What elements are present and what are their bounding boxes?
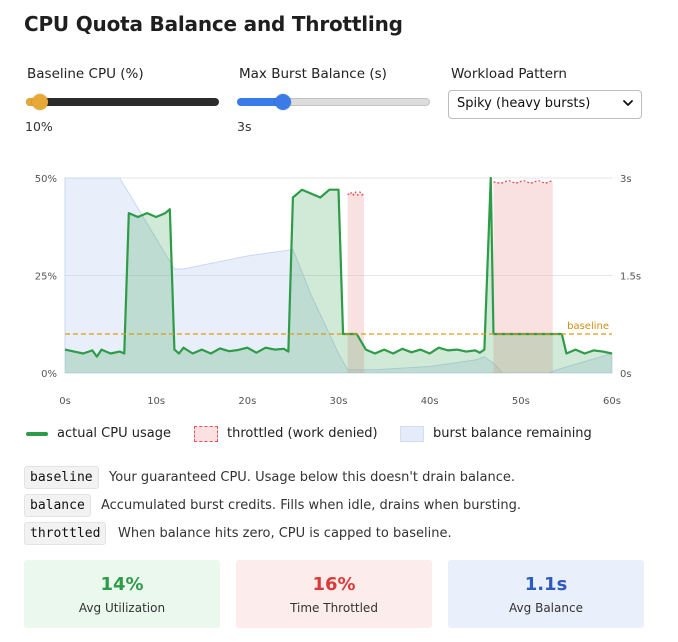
definition-throttled: throttled When balance hits zero, CPU is… — [24, 522, 644, 546]
definition-text: When balance hits zero, CPU is capped to… — [118, 526, 452, 541]
legend-cpu-label: actual CPU usage — [57, 426, 171, 441]
burst-slider-thumb[interactable] — [275, 94, 291, 110]
legend-balance-swatch — [400, 426, 424, 442]
legend-throttled-swatch — [194, 426, 218, 442]
burst-label: Max Burst Balance (s) — [239, 66, 387, 82]
x-tick-label: 30s — [330, 396, 348, 407]
pattern-label: Workload Pattern — [451, 66, 567, 82]
y-left-tick-label: 50% — [35, 174, 57, 185]
baseline-value: 10% — [25, 119, 53, 134]
definition-term: baseline — [24, 466, 99, 489]
definition-baseline: baseline Your guaranteed CPU. Usage belo… — [24, 466, 644, 490]
y-left-tick-label: 25% — [35, 272, 57, 283]
workload-pattern-select[interactable]: Spiky (heavy bursts) — [448, 90, 642, 119]
throttled-region — [493, 181, 553, 373]
y-right-tick-label: 1.5s — [620, 272, 641, 283]
stat-label: Avg Balance — [509, 601, 583, 615]
baseline-slider[interactable] — [26, 94, 219, 110]
x-tick-label: 10s — [147, 396, 165, 407]
burst-slider-fill — [237, 98, 283, 106]
throttled-region — [347, 193, 365, 373]
stat-card-throttled: 16% Time Throttled — [236, 560, 432, 628]
cpu-area — [65, 178, 612, 373]
cpu-chart: baseline 0% 25% 50% 0s 1.5s 3s 0s 10s 20s 30s 40s 50… — [35, 174, 641, 407]
legend-throttled-label: throttled (work denied) — [227, 426, 378, 441]
baseline-slider-track[interactable] — [26, 98, 219, 106]
x-tick-label: 50s — [512, 396, 530, 407]
burst-value: 3s — [237, 119, 252, 134]
definition-term: throttled — [24, 522, 107, 545]
burst-slider[interactable] — [237, 94, 430, 110]
stat-card-balance: 1.1s Avg Balance — [448, 560, 644, 628]
page-title: CPU Quota Balance and Throttling — [24, 12, 403, 36]
throttled-cap-line — [347, 190, 365, 197]
stat-value: 16% — [312, 574, 356, 595]
legend-balance-label: burst balance remaining — [433, 426, 592, 441]
workload-pattern-value: Spiky (heavy bursts) — [457, 96, 591, 111]
stat-label: Avg Utilization — [78, 601, 166, 615]
stat-value: 14% — [100, 574, 144, 595]
definition-term: balance — [24, 494, 91, 517]
y-right-tick-label: 0s — [620, 369, 632, 380]
throttled-cap-line — [493, 179, 553, 185]
stat-value: 1.1s — [524, 574, 568, 595]
balance-area — [64, 177, 613, 374]
chevron-down-icon — [623, 100, 633, 106]
y-left-tick-label: 0% — [41, 369, 57, 380]
x-tick-label: 40s — [421, 396, 439, 407]
baseline-label: Baseline CPU (%) — [27, 66, 144, 82]
stat-label: Time Throttled — [290, 601, 378, 615]
definition-text: Your guaranteed CPU. Usage below this do… — [109, 470, 516, 485]
baseline-slider-thumb[interactable] — [32, 94, 48, 110]
x-tick-label: 20s — [238, 396, 256, 407]
legend-cpu-swatch — [26, 432, 48, 436]
stat-card-utilization: 14% Avg Utilization — [24, 560, 220, 628]
definition-text: Accumulated burst credits. Fills when id… — [101, 498, 521, 513]
x-tick-label: 60s — [603, 396, 621, 407]
x-tick-label: 0s — [59, 396, 71, 407]
y-right-tick-label: 3s — [620, 174, 632, 185]
definition-balance: balance Accumulated burst credits. Fills… — [24, 494, 644, 518]
baseline-label: baseline — [567, 321, 609, 332]
